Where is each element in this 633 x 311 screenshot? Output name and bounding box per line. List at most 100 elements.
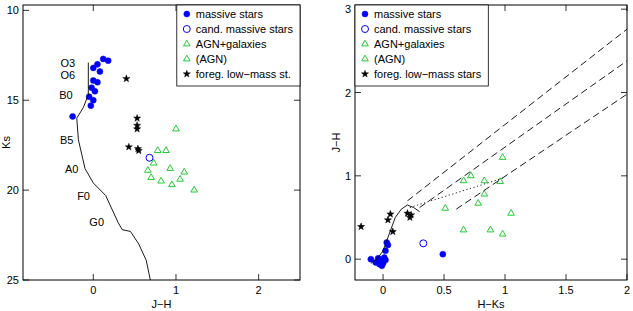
y-tick — [621, 92, 627, 93]
y-tick-label: 10 — [7, 4, 19, 16]
point — [135, 147, 142, 154]
ticks: 01210152025 — [7, 4, 300, 296]
y-tick-label: 20 — [7, 184, 19, 196]
point — [460, 177, 467, 183]
y-tick — [294, 190, 300, 191]
line — [371, 205, 420, 263]
x-tick-label: 2 — [624, 284, 630, 296]
x-tick-label: 1 — [173, 284, 179, 296]
point — [90, 65, 96, 71]
legend-label: cand. massive stars — [196, 23, 294, 35]
x-tick-label: 0.5 — [436, 284, 451, 296]
y-tick — [355, 175, 361, 176]
point — [133, 125, 140, 132]
frame — [355, 5, 627, 280]
legend-label: massive stars — [374, 8, 442, 20]
plot-area — [70, 56, 198, 280]
x-tick — [258, 274, 259, 280]
legend-marker — [183, 40, 190, 46]
x-tick — [383, 274, 384, 280]
point — [169, 181, 176, 187]
legend-label: foreg. low−mass stars — [374, 68, 482, 80]
legend-marker — [362, 55, 369, 61]
point — [382, 257, 388, 263]
point — [375, 255, 381, 261]
y-tick — [621, 259, 627, 260]
y-tick-label: 1 — [345, 170, 351, 182]
annotation: B5 — [60, 134, 73, 146]
point — [163, 147, 170, 153]
y-tick — [355, 92, 361, 93]
point — [191, 186, 198, 192]
x-tick-label: 0 — [380, 284, 386, 296]
legend: massive starscand. massive starsAGN+gala… — [355, 5, 488, 86]
x-tick — [175, 274, 176, 280]
point — [167, 165, 174, 171]
legend-label: cand. massive stars — [374, 23, 472, 35]
point — [475, 200, 482, 206]
point — [145, 167, 152, 173]
point — [487, 226, 494, 232]
point — [146, 154, 153, 161]
x-axis-label: H−Ks — [477, 298, 505, 310]
x-tick — [175, 5, 176, 11]
point — [105, 58, 111, 64]
point — [387, 210, 394, 217]
x-tick — [93, 5, 94, 11]
line — [77, 63, 151, 280]
annotation: A0 — [65, 163, 78, 175]
point — [158, 177, 165, 183]
point — [181, 168, 188, 174]
ticks: 0 0.5 1 1.5 2 0 1 2 3 — [345, 3, 630, 296]
x-tick-label: 1.5 — [558, 284, 573, 296]
legend: massive starscand. massive starsAGN+gala… — [177, 5, 300, 86]
point — [173, 125, 180, 131]
legend-marker — [362, 40, 369, 46]
y-tick-label: 2 — [345, 87, 351, 99]
y-tick — [23, 10, 29, 11]
point — [481, 190, 488, 196]
x-tick-label: 2 — [256, 284, 262, 296]
y-tick-label: 0 — [345, 253, 351, 265]
legend-marker — [361, 70, 368, 77]
figure: 01210152025J−HKsO3O6B0B5A0F0G0massive st… — [0, 0, 633, 311]
y-tick-label: 25 — [7, 274, 19, 286]
x-tick — [444, 274, 445, 280]
legend-label: foreg. low−mass st. — [196, 68, 291, 80]
legend-box — [355, 5, 488, 86]
x-tick — [505, 274, 506, 280]
point — [481, 177, 488, 183]
y-tick — [294, 100, 300, 101]
y-axis-label: Ks — [0, 136, 12, 149]
y-tick — [23, 100, 29, 101]
legend-marker — [362, 11, 368, 17]
point — [97, 69, 103, 75]
y-tick — [23, 190, 29, 191]
point — [154, 147, 161, 153]
legend-marker — [183, 70, 190, 77]
point — [90, 97, 96, 103]
point — [177, 176, 184, 182]
y-tick — [355, 259, 361, 260]
point — [123, 75, 130, 82]
x-tick — [566, 5, 567, 11]
y-tick — [621, 9, 627, 10]
x-tick — [505, 5, 506, 11]
annotation: O3 — [60, 57, 75, 69]
y-tick-label: 3 — [345, 3, 351, 15]
point — [384, 216, 391, 223]
y-tick — [621, 175, 627, 176]
frame — [23, 5, 300, 280]
point — [357, 223, 364, 230]
x-tick — [93, 274, 94, 280]
line — [456, 94, 627, 209]
point — [94, 79, 100, 85]
panel-0: 01210152025J−HKsO3O6B0B5A0F0G0massive st… — [0, 4, 300, 310]
y-axis-label: J−H — [330, 133, 342, 153]
legend-label: AGN+galaxies — [196, 38, 267, 50]
point — [88, 103, 94, 109]
annotation: G0 — [89, 216, 104, 228]
point — [460, 226, 467, 232]
point — [70, 113, 76, 119]
x-tick-label: 1 — [502, 284, 508, 296]
